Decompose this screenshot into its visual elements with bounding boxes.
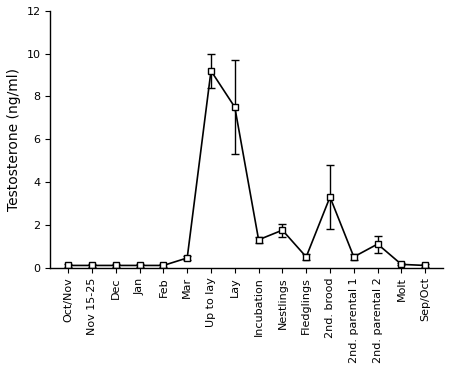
Y-axis label: Testosterone (ng/ml): Testosterone (ng/ml) [7,68,21,211]
